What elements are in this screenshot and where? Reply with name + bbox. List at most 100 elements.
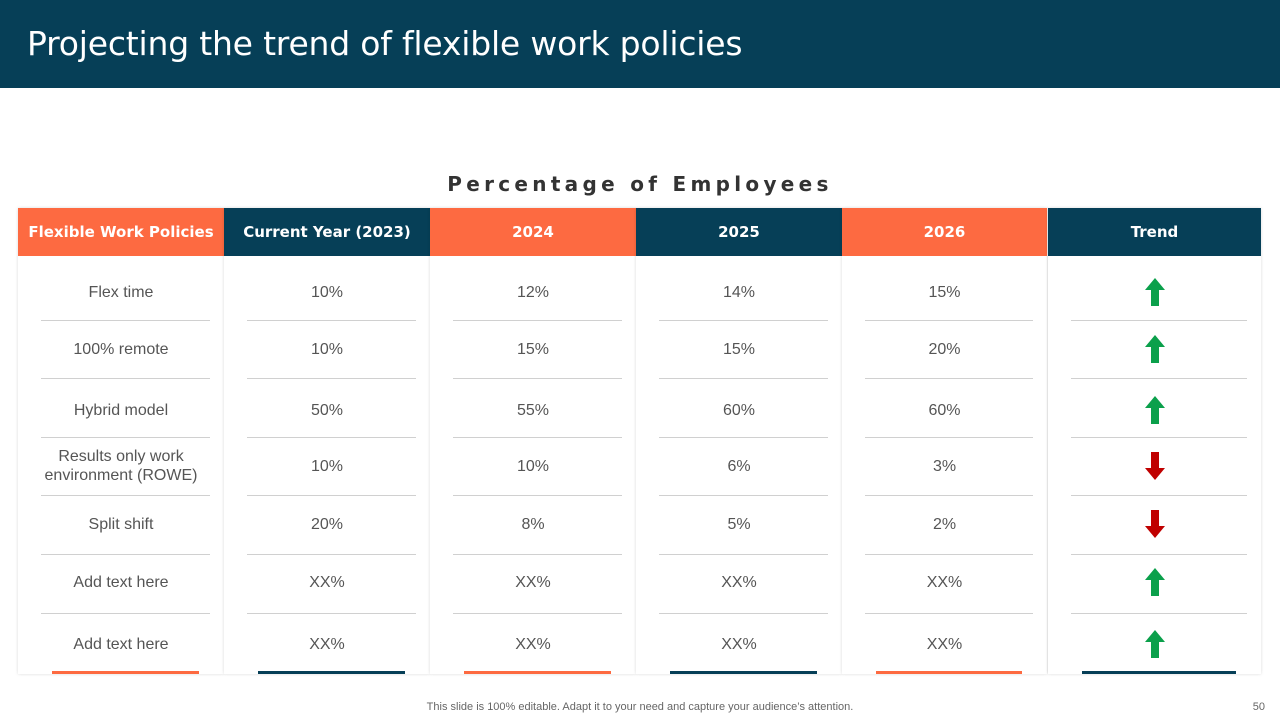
slide-title: Projecting the trend of flexible work po… bbox=[27, 24, 743, 63]
percentage-cell: 10% bbox=[310, 283, 344, 301]
policy-name-cell: 100% remote bbox=[73, 340, 169, 358]
column-footer-bar bbox=[52, 671, 199, 674]
percentage-cell: 20% bbox=[928, 340, 961, 358]
trend-cell bbox=[1048, 324, 1261, 374]
percentage-cell: XX% bbox=[515, 635, 551, 653]
row-divider bbox=[41, 378, 210, 379]
trend-cell bbox=[1048, 499, 1261, 549]
percentage-cell: 14% bbox=[722, 283, 756, 301]
arrow-down-icon bbox=[1144, 510, 1165, 538]
percentage-cell: 12% bbox=[516, 283, 550, 301]
percentage-cell: XX% bbox=[721, 573, 757, 591]
row-divider bbox=[659, 378, 828, 379]
trend-cell bbox=[1048, 267, 1261, 317]
row-divider bbox=[659, 320, 828, 321]
row-divider bbox=[41, 437, 210, 438]
table-subtitle: Percentage of Employees bbox=[447, 172, 833, 196]
row-divider bbox=[865, 378, 1033, 379]
row-divider bbox=[247, 437, 416, 438]
percentage-cell: 15% bbox=[928, 283, 961, 301]
row-divider bbox=[41, 320, 210, 321]
row-divider bbox=[865, 495, 1033, 496]
percentage-cell: 3% bbox=[932, 457, 957, 475]
percentage-cell: 2% bbox=[932, 515, 957, 533]
arrow-down-icon bbox=[1144, 452, 1165, 480]
row-divider bbox=[1071, 378, 1247, 379]
row-divider bbox=[453, 613, 622, 614]
policy-name-cell: Add text here bbox=[73, 573, 169, 591]
arrow-up-icon bbox=[1144, 568, 1165, 596]
percentage-cell: XX% bbox=[309, 635, 345, 653]
row-divider bbox=[247, 320, 416, 321]
row-divider bbox=[1071, 613, 1247, 614]
column-header: Current Year (2023) bbox=[224, 208, 430, 256]
trend-cell bbox=[1048, 619, 1261, 669]
page-number: 50 bbox=[1252, 701, 1265, 713]
column-footer-bar bbox=[258, 671, 405, 674]
percentage-cell: 8% bbox=[521, 515, 545, 533]
table-column: Flexible Work Policies Flex time 100% remo… bbox=[18, 208, 224, 674]
percentage-cell: 10% bbox=[310, 457, 344, 475]
column-footer-bar bbox=[464, 671, 611, 674]
row-divider bbox=[659, 613, 828, 614]
row-divider bbox=[453, 378, 622, 379]
row-divider bbox=[1071, 437, 1247, 438]
row-divider bbox=[41, 495, 210, 496]
percentage-cell: 50% bbox=[310, 401, 344, 419]
table-column: 2024 12% 15% 55% 10% 8% XX% XX% bbox=[430, 208, 636, 674]
percentage-cell: 15% bbox=[516, 340, 550, 358]
policy-name-cell: Results only work environment (ROWE) bbox=[44, 448, 198, 484]
row-divider bbox=[659, 495, 828, 496]
row-divider bbox=[865, 554, 1033, 555]
row-divider bbox=[865, 437, 1033, 438]
percentage-cell: XX% bbox=[309, 573, 345, 591]
column-header: 2024 bbox=[430, 208, 636, 256]
percentage-cell: 15% bbox=[722, 340, 756, 358]
percentage-cell: 6% bbox=[727, 457, 751, 475]
row-divider bbox=[453, 495, 622, 496]
title-bar: Projecting the trend of flexible work po… bbox=[0, 0, 1280, 88]
row-divider bbox=[247, 613, 416, 614]
arrow-up-icon bbox=[1144, 396, 1165, 424]
row-divider bbox=[41, 554, 210, 555]
row-divider bbox=[1071, 554, 1247, 555]
column-header: Trend bbox=[1048, 208, 1261, 256]
policy-name-cell: Hybrid model bbox=[73, 401, 169, 419]
row-divider bbox=[1071, 495, 1247, 496]
percentage-cell: 60% bbox=[722, 401, 756, 419]
arrow-up-icon bbox=[1144, 335, 1165, 363]
row-divider bbox=[453, 437, 622, 438]
row-divider bbox=[659, 554, 828, 555]
percentage-cell: XX% bbox=[721, 635, 757, 653]
table-column: Trend bbox=[1048, 208, 1261, 674]
arrow-up-icon bbox=[1144, 630, 1165, 658]
trend-cell bbox=[1048, 385, 1261, 435]
column-footer-bar bbox=[1082, 671, 1236, 674]
row-divider bbox=[659, 437, 828, 438]
column-header: 2026 bbox=[842, 208, 1047, 256]
percentage-cell: XX% bbox=[926, 573, 963, 591]
trend-cell bbox=[1048, 557, 1261, 607]
percentage-cell: 55% bbox=[516, 401, 550, 419]
column-footer-bar bbox=[670, 671, 817, 674]
percentage-cell: 10% bbox=[310, 340, 344, 358]
policy-name-cell: Flex time bbox=[88, 283, 154, 301]
policy-name-cell: Add text here bbox=[73, 635, 169, 653]
policy-name-cell: Split shift bbox=[88, 515, 154, 533]
row-divider bbox=[247, 378, 416, 379]
row-divider bbox=[453, 554, 622, 555]
table-column: 2026 15% 20% 60% 3% 2% XX% XX% bbox=[842, 208, 1047, 674]
row-divider bbox=[247, 495, 416, 496]
percentage-cell: XX% bbox=[515, 573, 551, 591]
percentage-cell: 10% bbox=[516, 457, 550, 475]
row-divider bbox=[865, 613, 1033, 614]
row-divider bbox=[865, 320, 1033, 321]
column-footer-bar bbox=[876, 671, 1022, 674]
table-column: Current Year (2023) 10% 10% 50% 10% 20% XX% XX% bbox=[224, 208, 430, 674]
row-divider bbox=[1071, 320, 1247, 321]
footer-note: This slide is 100% editable. Adapt it to… bbox=[426, 701, 854, 713]
column-header: Flexible Work Policies bbox=[18, 208, 224, 256]
arrow-up-icon bbox=[1144, 278, 1165, 306]
percentage-cell: 5% bbox=[727, 515, 751, 533]
percentage-cell: 60% bbox=[928, 401, 961, 419]
